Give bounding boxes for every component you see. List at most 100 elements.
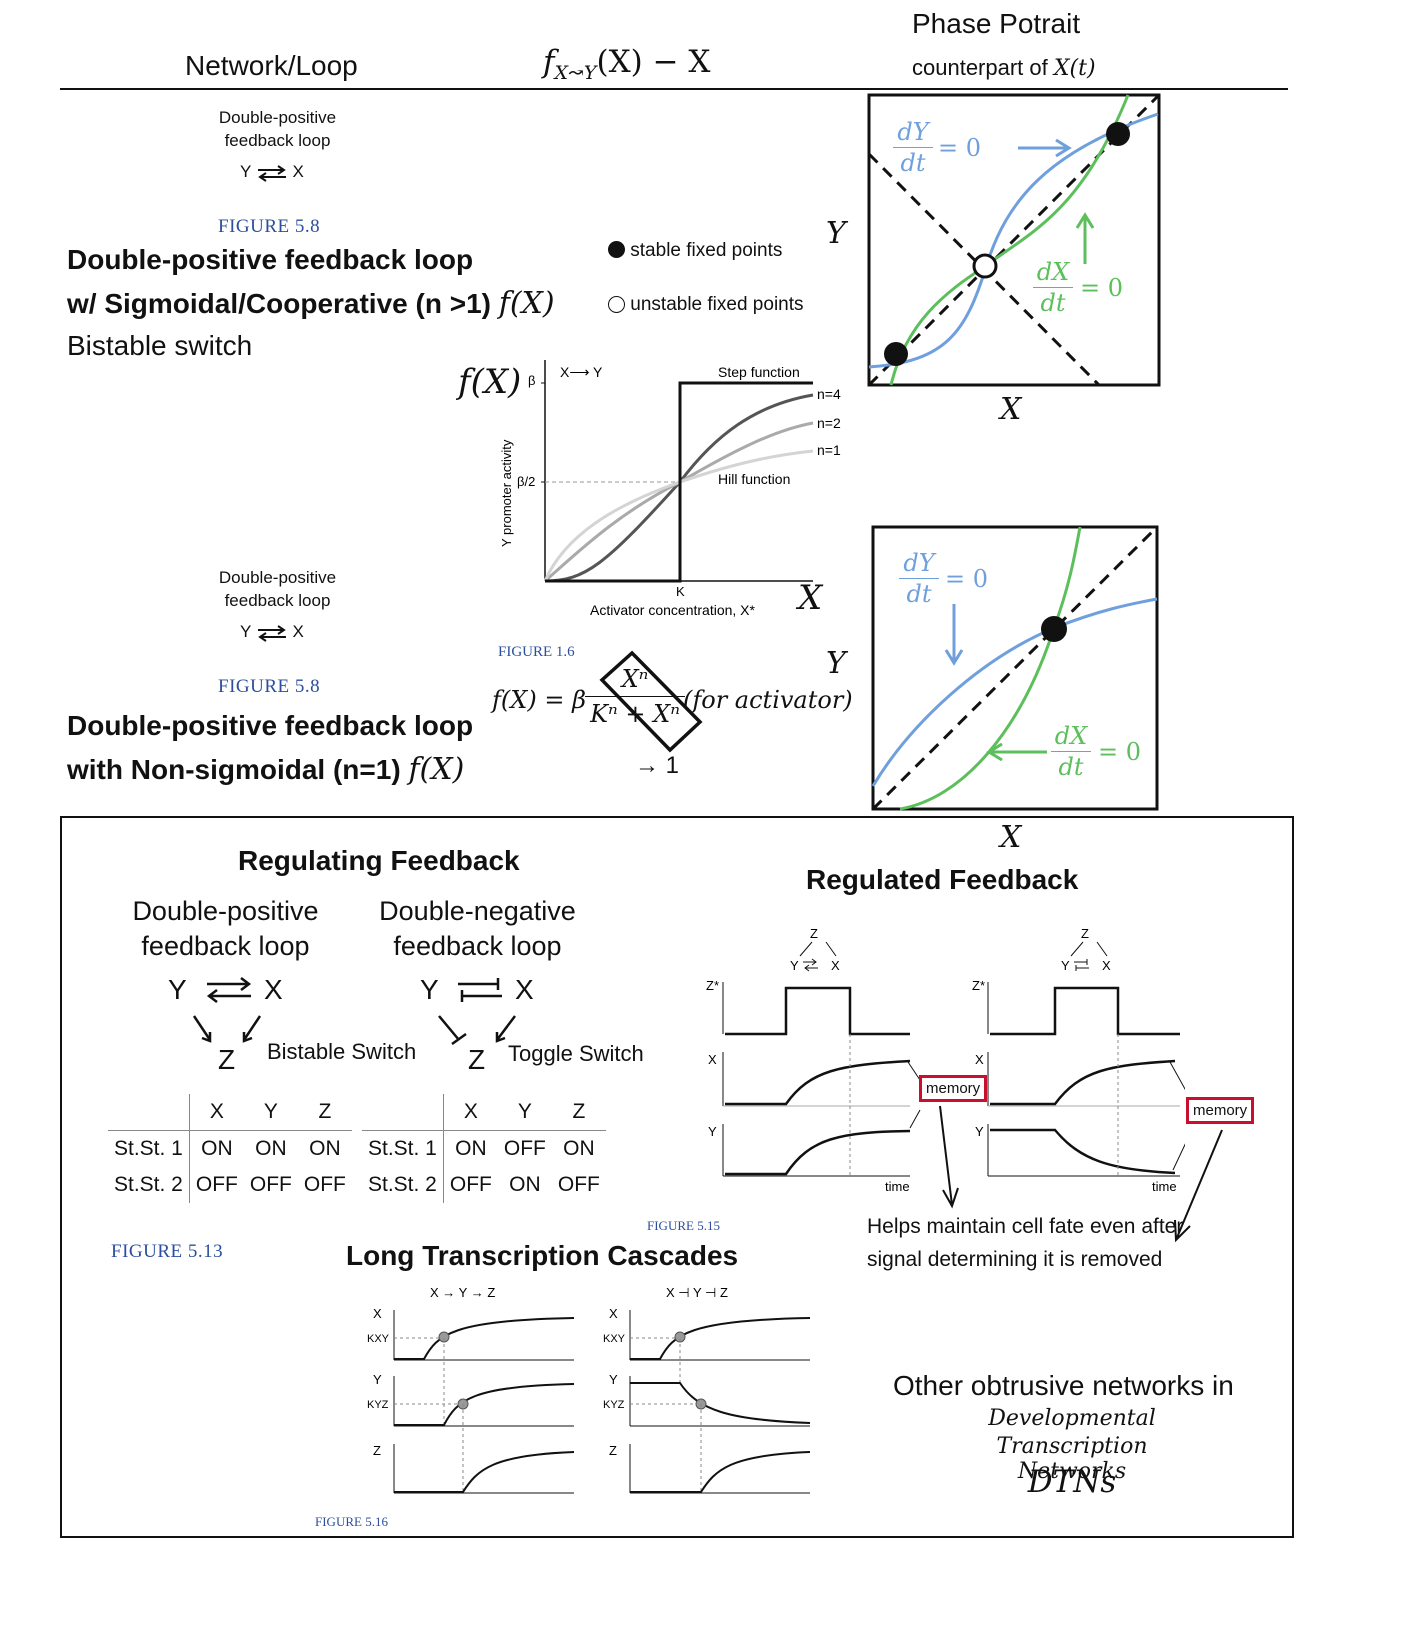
other-line-2: Developmental — [988, 1406, 1156, 1431]
x-label: X — [975, 1052, 984, 1067]
regulated-plot-right: Z Y X Z* X Y time — [972, 926, 1185, 1194]
table-cell: OFF — [195, 1173, 238, 1196]
phase2-dx-eq: = 0 — [1098, 738, 1142, 766]
table-cell: ON — [509, 1173, 541, 1196]
double-arrow-icon — [206, 977, 252, 1003]
legend-stable-text: stable fixed points — [630, 240, 783, 261]
top-loop-diagram: Y X — [240, 162, 304, 182]
table-cell: OFF — [503, 1137, 546, 1160]
kyz-label: KYZ — [603, 1399, 625, 1411]
phase1-dy-eq: = 0 — [938, 134, 982, 162]
steady-state-table-1: X Y Z St.St. 1 ON ON ON St.St. 2 OFF OFF… — [108, 1094, 352, 1203]
header-network-loop: Network/Loop — [185, 50, 358, 81]
table-row: St.St. 1 ON OFF ON — [362, 1130, 606, 1167]
formula-arrow: → 1 — [635, 752, 680, 779]
top-title-2-math: f(X) — [498, 286, 555, 321]
table1-corner — [108, 1094, 190, 1131]
table-cell: ON — [255, 1137, 287, 1160]
beta-tick: β — [528, 373, 535, 388]
table2-row1-label: St.St. 1 — [362, 1130, 444, 1167]
table2-header-row: X Y Z — [362, 1094, 606, 1131]
helps-text: Helps maintain cell fate even after sign… — [867, 1215, 1184, 1271]
unstable-point — [972, 253, 998, 279]
table-cell: ON — [201, 1137, 233, 1160]
header-phase-portrait: Phase Potrait — [912, 8, 1081, 39]
phase2-x-axis: X — [1000, 820, 1022, 855]
z-label: Z — [373, 1443, 381, 1458]
motif-x: X — [1102, 958, 1111, 973]
mid-title-2: with Non-sigmoidal (n=1) f(X) — [67, 752, 464, 787]
x-label: X — [373, 1306, 382, 1321]
green-arrow-icon — [986, 742, 1047, 762]
top-loop-y: Y — [240, 162, 252, 181]
motif-y: Y — [1061, 958, 1070, 973]
hill-ylabel: Y promoter activity — [499, 439, 514, 547]
fig513: FIGURE 5.13 — [111, 1241, 224, 1262]
kxy-label: KXY — [367, 1333, 390, 1345]
time-label: time — [885, 1179, 910, 1194]
top-fig58: FIGURE 5.8 — [218, 216, 321, 237]
memory-box-left: memory — [919, 1075, 988, 1102]
memory-box-right: memory — [1186, 1097, 1255, 1124]
dy-nullcline-curve — [871, 597, 1158, 787]
hill-label: Hill function — [718, 471, 790, 487]
cascade-left-label: X → Y → Z — [430, 1285, 495, 1300]
motif-z: Z — [810, 926, 818, 941]
z-label: Z — [609, 1443, 617, 1458]
phase1-dx-eq: = 0 — [1080, 274, 1124, 302]
other-line-4: DTNs — [1027, 1464, 1117, 1500]
phase-portrait-1 — [867, 93, 1161, 387]
beta-half-tick: β/2 — [517, 474, 535, 489]
phase1-dy-num: dY — [893, 117, 933, 148]
top-title-1: Double-positive feedback loop — [67, 244, 474, 275]
phase2-dy-frac: dY dt — [899, 548, 939, 609]
table-cell: OFF — [303, 1173, 346, 1196]
dn-label: Double-negative feedback loop — [379, 896, 576, 961]
steady-state-table-2: X Y Z St.St. 1 ON OFF ON St.St. 2 OFF ON… — [362, 1094, 606, 1203]
mid-title-1: Double-positive feedback loop — [67, 710, 474, 741]
legend-unstable-text: unstable fixed points — [630, 294, 804, 315]
dp-z: Z — [218, 1044, 236, 1075]
step-curve — [545, 381, 813, 583]
formula-num: Xⁿ — [585, 662, 685, 697]
memory-pointer-arrows — [939, 1105, 1223, 1243]
motif-z: Z — [1081, 926, 1089, 941]
fig516: FIGURE 5.16 — [315, 1514, 388, 1529]
table-row: St.St. 2 OFF OFF OFF — [108, 1167, 352, 1203]
blue-arrow-icon — [944, 604, 964, 666]
zstar-label: Z* — [972, 978, 985, 993]
table1-head-x: X — [209, 1100, 224, 1123]
phase2-dx-num: dX — [1051, 721, 1091, 752]
cancel-box-icon — [599, 650, 703, 753]
k-tick: K — [676, 584, 685, 599]
regulating-title: Regulating Feedback — [238, 845, 520, 876]
stable-point-upper — [1106, 122, 1130, 146]
legend-unstable: unstable fixed points — [608, 294, 804, 316]
dn-y: Y — [420, 974, 439, 1005]
fig515: FIGURE 5.15 — [647, 1218, 720, 1233]
legend-stable: stable fixed points — [608, 240, 782, 262]
table1-head-z: Z — [318, 1100, 332, 1123]
table2-head-y: Y — [517, 1100, 532, 1123]
motif-x: X — [831, 958, 840, 973]
fig16: FIGURE 1.6 — [498, 644, 575, 660]
table1-row1-label: St.St. 1 — [108, 1130, 190, 1167]
phase1-dx-frac: dX dt — [1033, 257, 1073, 318]
header-rule — [60, 88, 1288, 90]
mid-title-2-math: f(X) — [408, 752, 465, 787]
y-label: Y — [975, 1124, 984, 1139]
phase2-dy-num: dY — [899, 548, 939, 579]
table-cell: OFF — [249, 1173, 292, 1196]
table-cell: ON — [563, 1137, 595, 1160]
dp-x: X — [264, 974, 283, 1005]
header-f-sub: X↝Y — [554, 62, 597, 85]
phase2-dy-eq: = 0 — [945, 565, 989, 593]
hill-xlabel: Activator concentration, X* — [590, 602, 756, 618]
header-counterpart-text: counterpart of — [912, 55, 1048, 80]
motif-y: Y — [790, 958, 799, 973]
bistable-label: Bistable Switch — [267, 1039, 417, 1064]
table-cell: ON — [309, 1137, 341, 1160]
mid-fig58: FIGURE 5.8 — [218, 676, 321, 697]
phase1-x-axis: X — [1000, 392, 1022, 427]
mid-loop-label: Double-positive feedback loop — [218, 568, 337, 610]
